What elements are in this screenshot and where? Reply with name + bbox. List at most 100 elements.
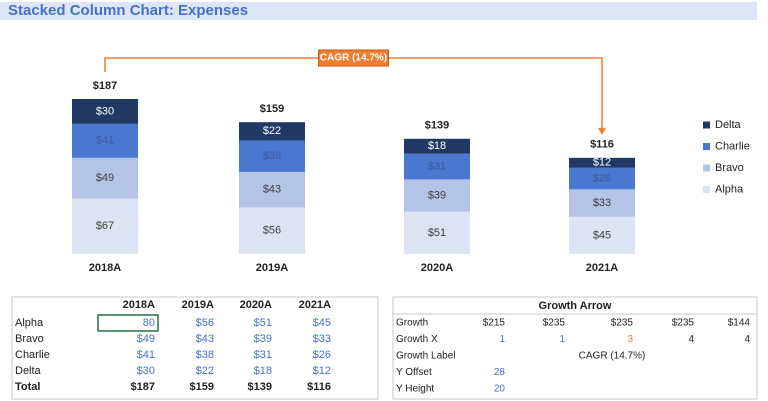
data-label: $39: [428, 189, 446, 201]
data-label: $18: [428, 140, 446, 152]
growth-cell: 3: [627, 334, 633, 345]
row-label: Delta: [15, 365, 42, 377]
growth-cell: 4: [688, 334, 694, 345]
table-cell: 80: [143, 317, 155, 329]
data-label: $31: [428, 160, 446, 172]
bar-segment: [239, 140, 305, 172]
table-cell: $49: [137, 333, 155, 345]
table-cell: $51: [254, 317, 272, 329]
growth-table-border: [392, 296, 758, 400]
cagr-arrow: [104, 57, 603, 134]
table-cell: $56: [196, 317, 214, 329]
cagr-label: CAGR (14.7%): [320, 53, 387, 64]
data-label: $56: [263, 225, 281, 237]
row-label: Charlie: [15, 349, 50, 361]
bar-segment: [404, 153, 470, 180]
row-label: Alpha: [15, 317, 44, 329]
growth-row-label: Y Offset: [396, 367, 432, 378]
legend-swatch: [703, 121, 710, 129]
table-header: 2019A: [182, 299, 214, 311]
data-label: $38: [263, 150, 281, 162]
bar-segment: [569, 167, 635, 190]
bar-segment: [239, 122, 305, 141]
growth-row-label: Y Height: [396, 384, 434, 395]
table-cell: $116: [307, 381, 331, 393]
active-cell[interactable]: [97, 314, 159, 332]
data-label: $43: [263, 184, 281, 196]
row-label: Total: [15, 381, 40, 393]
growth-cell: 1: [559, 334, 565, 345]
table-header: 2020A: [240, 299, 272, 311]
bar-segment: [239, 171, 305, 208]
table-cell: $45: [313, 317, 331, 329]
x-tick-label: 2018A: [89, 262, 121, 274]
x-tick-label: 2019A: [256, 262, 288, 274]
data-label: $41: [96, 135, 114, 147]
total-label: $187: [93, 80, 117, 92]
growth-cell: 20: [494, 384, 506, 395]
growth-cell: 1: [499, 334, 505, 345]
table-cell: $22: [196, 365, 214, 377]
data-table-border: [11, 296, 379, 400]
table-cell: $18: [254, 365, 272, 377]
total-label: $139: [425, 120, 449, 132]
total-label: $116: [590, 139, 614, 151]
table-cell: $12: [313, 365, 331, 377]
bar-segment: [72, 157, 138, 199]
legend-swatch: [703, 143, 710, 150]
data-label: $26: [593, 172, 611, 184]
row-label: Bravo: [15, 333, 44, 345]
data-label: $51: [428, 227, 446, 239]
legend-swatch: [703, 186, 710, 193]
bar-segment: [72, 98, 138, 124]
bar-segment: [239, 207, 305, 254]
growth-row-label: Growth: [396, 318, 428, 329]
bar-segment: [404, 179, 470, 212]
table-cell: $30: [137, 365, 155, 377]
legend-label: Delta: [715, 119, 742, 131]
table-cell: $43: [196, 333, 214, 345]
growth-cell: $144: [728, 318, 751, 329]
bar-segment: [72, 123, 138, 158]
table-cell: $26: [313, 349, 331, 361]
bar-segment: [404, 138, 470, 154]
growth-cell: $215: [483, 318, 506, 329]
bar-segment: [72, 198, 138, 254]
total-label: $159: [260, 103, 284, 115]
bar-segment: [569, 157, 635, 168]
growth-title: Growth Arrow: [539, 300, 612, 312]
bar-segment: [404, 211, 470, 254]
data-label: $12: [593, 157, 611, 169]
growth-cell: 28: [494, 367, 506, 378]
data-label: $49: [96, 172, 114, 184]
data-label: $30: [96, 105, 114, 117]
legend-label: Alpha: [715, 183, 744, 195]
bar-segment: [569, 189, 635, 217]
arrow-head: [598, 127, 606, 135]
legend-label: Bravo: [715, 162, 744, 174]
growth-cell: $235: [672, 318, 695, 329]
table-cell: $38: [196, 349, 214, 361]
legend-swatch: [703, 164, 710, 172]
x-tick-label: 2020A: [421, 262, 453, 274]
x-tick-label: 2021A: [586, 262, 618, 274]
data-label: $67: [96, 220, 114, 232]
growth-row-label: Growth X: [396, 334, 438, 345]
table-cell: $187: [131, 381, 155, 393]
table-cell: $139: [248, 381, 272, 393]
table-cell: $31: [254, 349, 272, 361]
legend-label: Charlie: [715, 140, 750, 152]
bar-segment: [569, 216, 635, 254]
growth-cell: CAGR (14.7%): [579, 351, 646, 362]
cagr-box: [318, 49, 389, 67]
table-cell: $39: [254, 333, 272, 345]
data-label: $45: [593, 229, 611, 241]
growth-cell: $235: [611, 318, 634, 329]
growth-cell: $235: [543, 318, 566, 329]
data-label: $33: [593, 197, 611, 209]
table-header: 2018A: [123, 299, 155, 311]
table-cell: $159: [190, 381, 214, 393]
table-header: 2021A: [299, 299, 331, 311]
